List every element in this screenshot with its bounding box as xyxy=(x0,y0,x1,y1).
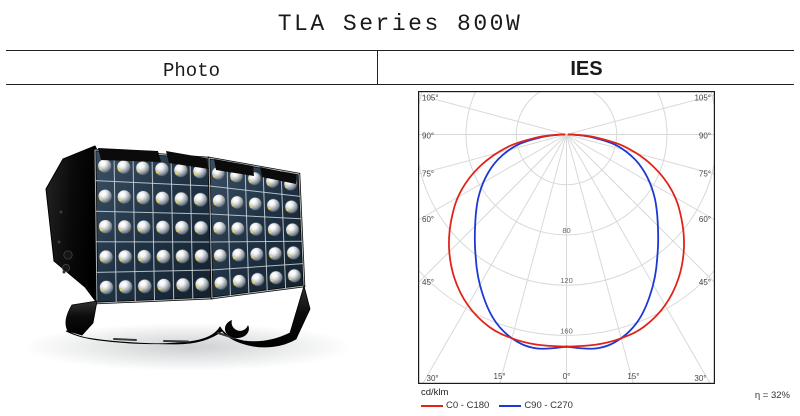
svg-text:105°: 105° xyxy=(694,94,711,103)
svg-text:90°: 90° xyxy=(422,132,434,141)
svg-text:15°: 15° xyxy=(494,372,506,381)
svg-text:160: 160 xyxy=(560,326,573,335)
svg-text:105°: 105° xyxy=(422,94,439,103)
svg-text:75°: 75° xyxy=(699,169,711,178)
svg-text:45°: 45° xyxy=(699,278,711,287)
svg-text:75°: 75° xyxy=(422,169,434,178)
svg-text:15°: 15° xyxy=(627,372,639,381)
svg-text:120: 120 xyxy=(560,276,573,285)
svg-text:45°: 45° xyxy=(422,278,434,287)
svg-text:90°: 90° xyxy=(699,132,711,141)
svg-text:30°: 30° xyxy=(427,374,439,383)
svg-text:0°: 0° xyxy=(563,372,571,381)
svg-text:60°: 60° xyxy=(699,215,711,224)
svg-text:30°: 30° xyxy=(694,374,706,383)
svg-text:60°: 60° xyxy=(422,215,434,224)
svg-text:80: 80 xyxy=(562,226,570,235)
